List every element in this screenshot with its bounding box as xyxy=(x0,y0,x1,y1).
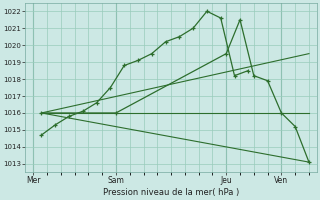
X-axis label: Pression niveau de la mer( hPa ): Pression niveau de la mer( hPa ) xyxy=(103,188,239,197)
